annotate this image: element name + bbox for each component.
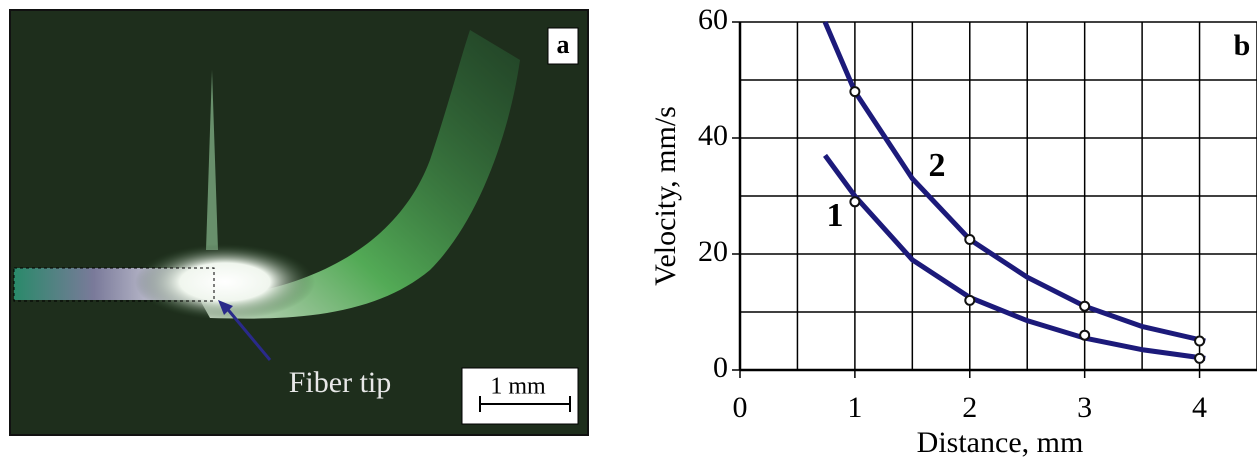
annotation: Fiber tip [289,366,392,399]
chart: b Distance, mm Velocity, mm/s 0 1 2 3 402040… [649,3,1257,459]
scale-bar [479,396,571,412]
data-point [849,86,861,98]
scale-label: 1 mm [490,374,546,400]
y-tick-label: 0 [713,351,728,384]
plume [200,30,520,319]
series-label: 1 [827,197,844,234]
arrow-head [218,300,233,315]
x-tick-label: 1 [847,391,862,424]
jet [206,70,218,250]
label-box [547,27,579,65]
x-axis-title: Distance, mm [917,426,1084,459]
data-point [849,196,861,208]
data-point [1079,329,1091,341]
panel-label: b [1234,29,1251,62]
y-tick-label: 60 [698,3,728,36]
data-point [1194,335,1206,347]
x-tick-label: 2 [962,391,977,424]
y-tick-label: 40 [698,119,728,152]
y-tick-label: 20 [698,235,728,268]
fit-curve [823,153,1206,361]
series-label: 2 [929,147,946,184]
photo-panel: Fiber tip a 1 mm [9,9,589,436]
y-axis-title: Velocity, mm/s [649,106,682,286]
panel-label: a [557,30,570,59]
scale-box [461,367,579,425]
fiber-outline [13,267,215,302]
data-point [964,234,976,245]
data-point [964,294,976,306]
x-tick-label: 3 [1077,391,1092,424]
x-tick-label: 0 [733,391,748,424]
x-tick-label: 4 [1192,391,1207,424]
arrow [223,305,272,361]
data-point [1079,300,1091,312]
fit-curve [822,21,1206,344]
data-point [1194,352,1206,364]
